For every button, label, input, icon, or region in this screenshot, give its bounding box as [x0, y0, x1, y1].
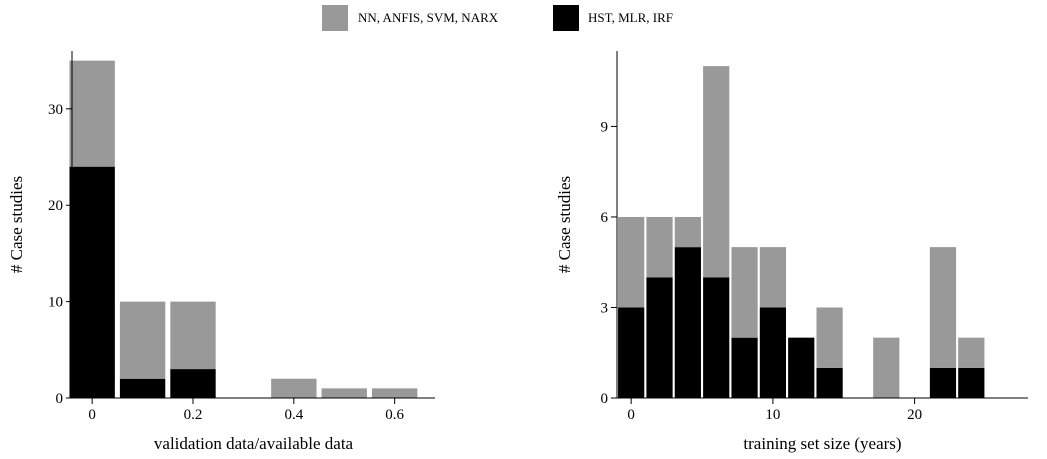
bar-segment [873, 337, 900, 398]
bar-segment [674, 247, 701, 398]
bar-segment [170, 369, 216, 398]
y-tick-label: 10 [48, 295, 63, 311]
bar-segment [646, 216, 673, 278]
chart-validation-ratio: 0 10 20 30 0 0.2 0.4 0.6 validation data/availab… [7, 51, 435, 453]
bar-segment [69, 166, 115, 398]
x-tick-label: 0 [88, 407, 96, 423]
bar-segment [371, 388, 418, 398]
bar-segment [731, 337, 758, 398]
bar-segment [69, 60, 115, 167]
bar-segment [321, 388, 367, 398]
bar-segment [703, 66, 730, 278]
bar-segment [816, 307, 843, 368]
x-axis-label: validation data/available data [154, 434, 354, 453]
legend-label: HST, MLR, IRF [588, 10, 673, 25]
y-axis-label: # Case studies [555, 176, 574, 273]
legend-label: NN, ANFIS, SVM, NARX [358, 10, 499, 25]
bar-segment [618, 307, 645, 398]
bar-segment [759, 247, 787, 308]
bar-segment [271, 378, 317, 398]
y-tick-label: 20 [48, 198, 63, 214]
x-tick-label: 10 [765, 407, 780, 423]
bar-segment [119, 378, 166, 398]
x-tick-label: 0 [627, 407, 635, 423]
x-tick-label: 20 [907, 407, 922, 423]
bar-segment [170, 301, 216, 370]
bar-segment [929, 367, 957, 398]
y-axis-label: # Case studies [7, 176, 26, 273]
y-tick-label: 3 [601, 300, 609, 316]
x-tick-label: 0.6 [385, 407, 404, 423]
y-tick-label: 0 [601, 391, 609, 407]
x-axis-label: training set size (years) [743, 434, 901, 453]
bar-segment [674, 216, 701, 248]
bar-segment [703, 277, 730, 398]
bar-segment [788, 337, 815, 398]
y-tick-label: 0 [56, 391, 64, 407]
x-tick-label: 0.2 [184, 407, 203, 423]
bar-segment [958, 367, 985, 398]
y-tick-label: 6 [601, 210, 609, 226]
legend-swatch [553, 5, 579, 31]
bar-segment [958, 337, 985, 368]
chart-training-set-size: 0 3 6 9 0 10 20 training set size (years) # Case… [555, 51, 1028, 453]
bar-segment [929, 247, 957, 368]
bar-segment [731, 247, 758, 338]
y-tick-label: 9 [601, 119, 609, 135]
bar-segment [119, 301, 166, 379]
legend: NN, ANFIS, SVM, NARX HST, MLR, IRF [322, 5, 673, 31]
legend-swatch [322, 5, 348, 31]
bar-segment [646, 277, 673, 398]
bar-segment [618, 216, 645, 308]
x-tick-label: 0.4 [284, 407, 303, 423]
bar-segment [816, 367, 843, 398]
bar-segment [759, 307, 787, 398]
y-tick-label: 30 [48, 102, 63, 118]
